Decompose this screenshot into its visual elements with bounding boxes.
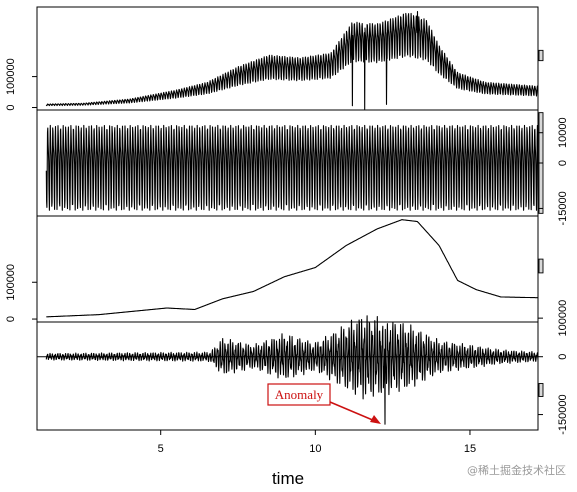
y-tick-label: 100000 [5, 264, 17, 301]
series-line-panel-1 [45, 11, 539, 110]
x-tick-label: 10 [309, 443, 321, 455]
x-tick-label: 5 [158, 443, 164, 455]
anomaly-label-box [267, 383, 331, 406]
scale-bar-1 [538, 49, 544, 62]
scale-bar-4 [538, 383, 544, 397]
y-tick-label: 0 [5, 104, 17, 110]
anomaly-arrowhead [370, 415, 381, 424]
series-line-panel-3 [46, 219, 539, 318]
y-tick-label: -150000 [557, 394, 569, 434]
x-axis-title: time [272, 469, 304, 488]
y-tick-label: 100000 [557, 300, 569, 337]
y-tick-label: 0 [557, 354, 569, 360]
anomaly-arrow [329, 401, 376, 422]
anomaly-label: Anomaly [275, 387, 324, 402]
panel-frame-4 [36, 321, 539, 431]
y-tick-label: 10000 [557, 117, 569, 148]
y-tick-label: -15000 [557, 191, 569, 225]
anomaly-annotation: Anomaly [267, 383, 381, 424]
series-line-panel-4 [45, 315, 539, 425]
y-tick-label: 0 [5, 316, 17, 322]
chart-series [37, 11, 539, 425]
scale-bar-3 [538, 258, 544, 274]
y-tick-label: 0 [557, 160, 569, 166]
panel-frame-3 [36, 215, 539, 323]
y-tick-label: 100000 [5, 58, 17, 95]
watermark: @稀土掘金技术社区 [467, 463, 566, 477]
x-tick-label: 15 [464, 443, 476, 455]
chart-axes: 0100000-150000100000100000-1500000100000… [5, 58, 569, 455]
series-line-panel-2 [45, 124, 539, 211]
